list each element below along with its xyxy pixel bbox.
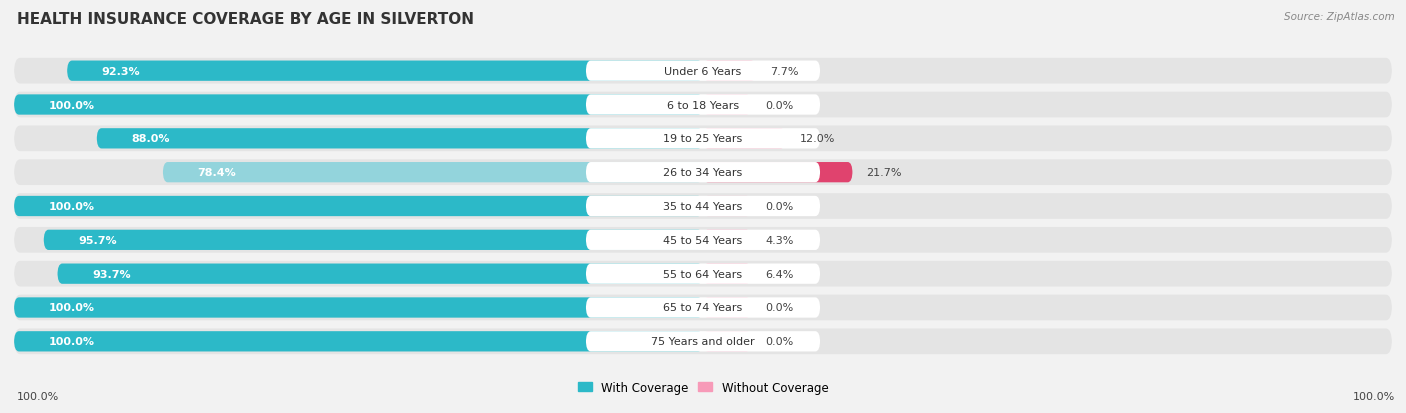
Text: 45 to 54 Years: 45 to 54 Years: [664, 235, 742, 245]
FancyBboxPatch shape: [586, 62, 820, 82]
Text: 100.0%: 100.0%: [48, 337, 94, 347]
FancyBboxPatch shape: [14, 261, 1392, 287]
FancyBboxPatch shape: [586, 331, 820, 351]
FancyBboxPatch shape: [163, 163, 703, 183]
Text: Under 6 Years: Under 6 Years: [665, 66, 741, 76]
FancyBboxPatch shape: [14, 160, 1392, 185]
FancyBboxPatch shape: [703, 331, 751, 351]
FancyBboxPatch shape: [14, 228, 1392, 253]
FancyBboxPatch shape: [586, 196, 820, 217]
Text: 21.7%: 21.7%: [866, 168, 901, 178]
Text: 78.4%: 78.4%: [197, 168, 236, 178]
Text: 0.0%: 0.0%: [765, 202, 793, 211]
FancyBboxPatch shape: [58, 264, 703, 284]
FancyBboxPatch shape: [14, 93, 1392, 118]
Text: HEALTH INSURANCE COVERAGE BY AGE IN SILVERTON: HEALTH INSURANCE COVERAGE BY AGE IN SILV…: [17, 12, 474, 27]
FancyBboxPatch shape: [14, 194, 1392, 219]
FancyBboxPatch shape: [14, 329, 1392, 354]
Text: 100.0%: 100.0%: [48, 303, 94, 313]
Text: 26 to 34 Years: 26 to 34 Years: [664, 168, 742, 178]
Text: Source: ZipAtlas.com: Source: ZipAtlas.com: [1284, 12, 1395, 22]
FancyBboxPatch shape: [586, 163, 820, 183]
FancyBboxPatch shape: [703, 298, 751, 318]
Legend: With Coverage, Without Coverage: With Coverage, Without Coverage: [572, 376, 834, 399]
FancyBboxPatch shape: [703, 95, 751, 115]
FancyBboxPatch shape: [14, 59, 1392, 84]
FancyBboxPatch shape: [703, 163, 852, 183]
FancyBboxPatch shape: [14, 196, 703, 217]
Text: 100.0%: 100.0%: [17, 391, 59, 401]
Text: 0.0%: 0.0%: [765, 337, 793, 347]
FancyBboxPatch shape: [703, 264, 751, 284]
Text: 0.0%: 0.0%: [765, 100, 793, 110]
FancyBboxPatch shape: [14, 126, 1392, 152]
FancyBboxPatch shape: [97, 129, 703, 149]
FancyBboxPatch shape: [586, 95, 820, 115]
FancyBboxPatch shape: [586, 129, 820, 149]
Text: 92.3%: 92.3%: [101, 66, 141, 76]
Text: 100.0%: 100.0%: [1353, 391, 1395, 401]
Text: 0.0%: 0.0%: [765, 303, 793, 313]
Text: 75 Years and older: 75 Years and older: [651, 337, 755, 347]
Text: 4.3%: 4.3%: [765, 235, 793, 245]
FancyBboxPatch shape: [14, 331, 703, 351]
Text: 35 to 44 Years: 35 to 44 Years: [664, 202, 742, 211]
FancyBboxPatch shape: [586, 264, 820, 284]
FancyBboxPatch shape: [586, 230, 820, 250]
FancyBboxPatch shape: [14, 95, 703, 115]
Text: 100.0%: 100.0%: [48, 202, 94, 211]
Text: 12.0%: 12.0%: [800, 134, 835, 144]
Text: 6.4%: 6.4%: [765, 269, 793, 279]
FancyBboxPatch shape: [67, 62, 703, 82]
FancyBboxPatch shape: [44, 230, 703, 250]
FancyBboxPatch shape: [703, 62, 756, 82]
Text: 6 to 18 Years: 6 to 18 Years: [666, 100, 740, 110]
Text: 65 to 74 Years: 65 to 74 Years: [664, 303, 742, 313]
FancyBboxPatch shape: [703, 196, 751, 217]
FancyBboxPatch shape: [14, 295, 1392, 320]
Text: 7.7%: 7.7%: [770, 66, 799, 76]
Text: 55 to 64 Years: 55 to 64 Years: [664, 269, 742, 279]
Text: 93.7%: 93.7%: [91, 269, 131, 279]
Text: 100.0%: 100.0%: [48, 100, 94, 110]
FancyBboxPatch shape: [586, 298, 820, 318]
Text: 19 to 25 Years: 19 to 25 Years: [664, 134, 742, 144]
Text: 88.0%: 88.0%: [131, 134, 170, 144]
FancyBboxPatch shape: [703, 230, 751, 250]
Text: 95.7%: 95.7%: [79, 235, 117, 245]
FancyBboxPatch shape: [703, 129, 786, 149]
FancyBboxPatch shape: [14, 298, 703, 318]
